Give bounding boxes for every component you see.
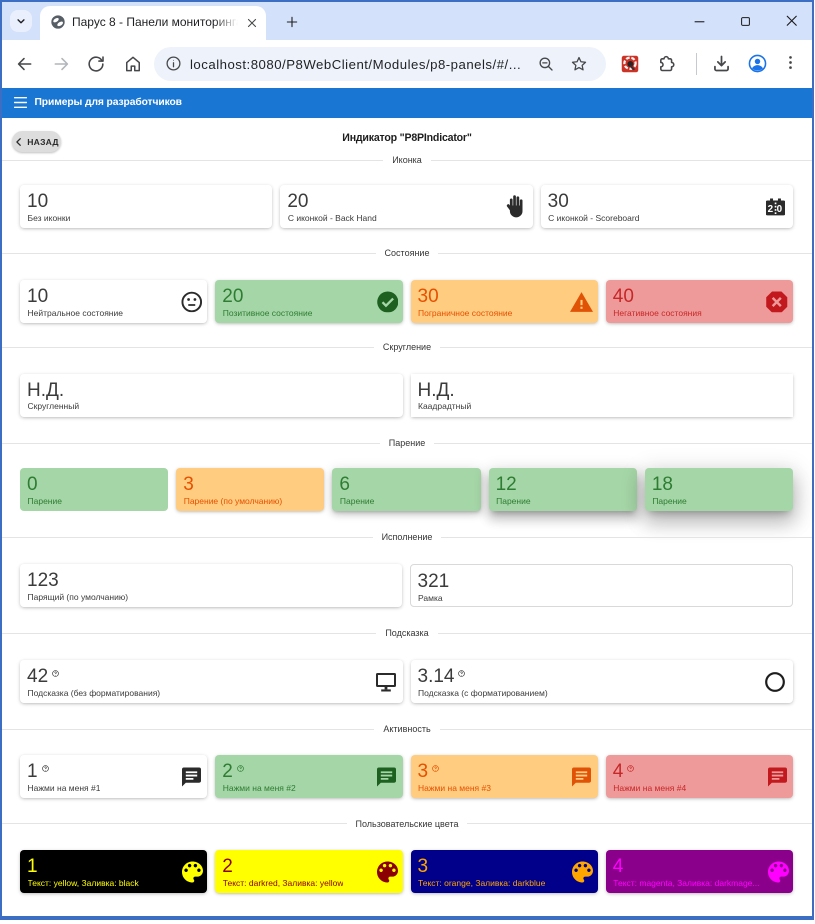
svg-text:0: 0: [777, 203, 783, 214]
svg-text:2: 2: [768, 203, 774, 214]
